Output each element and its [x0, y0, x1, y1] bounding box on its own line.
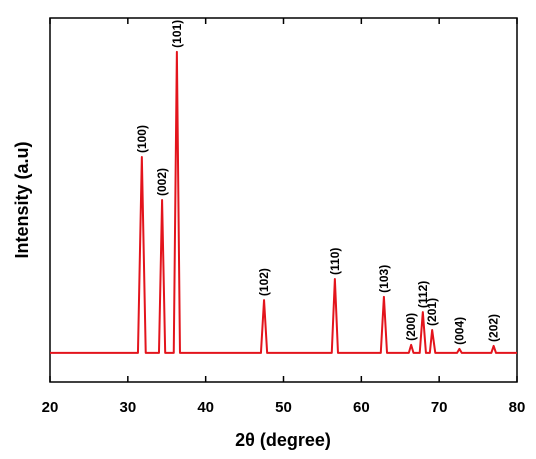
x-tick-label: 30	[119, 399, 136, 416]
peak-label: (004)	[452, 317, 466, 345]
peak-label: (112)	[416, 281, 430, 308]
peak-label: (102)	[257, 268, 271, 296]
peak-label: (110)	[328, 248, 342, 275]
peak-label: (202)	[487, 314, 501, 342]
x-tick-label: 80	[509, 399, 526, 416]
peak-label: (201)	[425, 298, 439, 326]
plot-frame	[49, 17, 518, 383]
peak-label: (200)	[404, 313, 418, 341]
x-tick-label: 40	[197, 399, 214, 416]
x-tick-label: 60	[353, 399, 370, 416]
x-tick-label: 70	[431, 399, 448, 416]
data-line	[50, 50, 517, 354]
peak-label: (103)	[377, 265, 391, 293]
peak-label: (100)	[135, 125, 149, 153]
peak-label: (002)	[155, 168, 169, 196]
x-axis-label: 2θ (degree)	[235, 430, 331, 450]
x-tick-label: 50	[275, 399, 292, 416]
peak-label: (101)	[170, 20, 184, 48]
x-tick-label: 20	[42, 399, 59, 416]
y-axis-label: Intensity (a.u)	[12, 141, 32, 258]
